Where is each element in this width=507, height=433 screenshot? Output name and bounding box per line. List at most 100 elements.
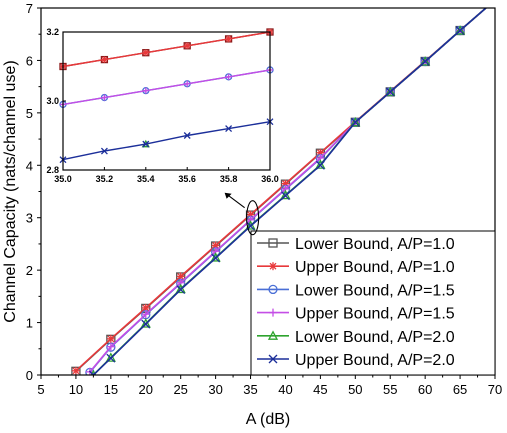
- inset-data-point: [100, 147, 108, 155]
- legend-swatch-marker: [269, 308, 277, 317]
- legend-box: [250, 230, 496, 376]
- x-tick-label: 65: [453, 382, 467, 397]
- legend-item: Upper Bound, A/P=2.0: [257, 352, 455, 369]
- legend-item: Upper Bound, A/P=1.0: [257, 259, 455, 276]
- inset-series-line: [62, 69, 271, 106]
- inset-series-line: [62, 31, 271, 68]
- legend-label: Lower Bound, A/P=1.5: [295, 282, 455, 299]
- inset-x-tick-label: 35.8: [220, 174, 238, 184]
- x-tick-label: 55: [383, 382, 397, 397]
- legend-item: Upper Bound, A/P=1.5: [257, 306, 455, 323]
- data-point: [315, 159, 326, 169]
- data-point: [176, 285, 186, 295]
- x-tick-label: 20: [139, 382, 153, 397]
- legend-label: Upper Bound, A/P=1.5: [295, 306, 455, 323]
- legend-label: Upper Bound, A/P=2.0: [295, 352, 455, 369]
- data-point: [141, 319, 151, 329]
- inset-data-point: [101, 94, 108, 101]
- series-upper-bound-a-p-2-0: [88, 8, 488, 375]
- y-tick-label: 2: [26, 263, 33, 278]
- x-tick-label: 25: [173, 382, 187, 397]
- legend-item: Lower Bound, A/P=1.0: [257, 236, 455, 253]
- inset-y-tick-label: 3.0: [46, 96, 59, 106]
- data-point: [420, 57, 430, 66]
- data-point: [385, 86, 396, 96]
- legend-swatch-marker: [267, 330, 279, 340]
- x-tick-label: 5: [37, 382, 44, 397]
- data-point: [211, 241, 220, 250]
- inset-data-point: [225, 125, 233, 133]
- inset-data-point: [225, 35, 232, 42]
- data-point: [106, 342, 115, 351]
- inset-x-tick-label: 35.6: [178, 174, 196, 184]
- inset-x-tick-label: 36.0: [261, 174, 279, 184]
- data-point: [141, 310, 150, 319]
- legend-swatch-marker: [268, 284, 278, 295]
- data-point: [106, 353, 116, 363]
- inset-data-point: [142, 87, 149, 94]
- inset-data-point: [101, 56, 108, 63]
- legend-item: Lower Bound, A/P=1.5: [257, 282, 455, 299]
- x-tick-label: 70: [488, 382, 502, 397]
- inset-data-point: [225, 73, 232, 80]
- data-point: [281, 191, 290, 201]
- y-tick-label: 0: [26, 368, 33, 383]
- legend-item: Lower Bound, A/P=2.0: [257, 329, 455, 346]
- inset-data-point: [184, 80, 191, 87]
- legend-label: Lower Bound, A/P=2.0: [295, 329, 455, 346]
- x-axis-title: A (dB): [246, 411, 290, 428]
- data-point: [350, 116, 361, 127]
- inset-y-tick-label: 2.8: [46, 165, 59, 175]
- inset-data-point: [142, 49, 149, 56]
- zoom-arrow-shaft: [228, 195, 245, 209]
- x-tick-label: 15: [104, 382, 118, 397]
- y-tick-label: 4: [26, 158, 33, 173]
- y-tick-label: 5: [26, 106, 33, 121]
- data-point: [385, 87, 395, 97]
- y-tick-label: 1: [26, 316, 33, 331]
- y-tick-label: 7: [26, 1, 33, 16]
- inset-y-tick-label: 3.2: [46, 27, 59, 37]
- zoom-callout: [224, 192, 260, 236]
- inset-background: [63, 32, 270, 170]
- legend-swatch-marker: [268, 238, 278, 248]
- legend-swatch-marker: [268, 354, 278, 364]
- data-point: [350, 117, 360, 127]
- x-tick-label: 35: [243, 382, 257, 397]
- y-tick-label: 3: [26, 211, 33, 226]
- data-point: [140, 318, 151, 328]
- inset-series-x: [59, 118, 274, 164]
- x-tick-label: 10: [69, 382, 83, 397]
- x-tick-label: 50: [348, 382, 362, 397]
- x-tick-label: 30: [208, 382, 222, 397]
- data-point: [105, 352, 116, 362]
- zoom-ellipse: [246, 200, 260, 236]
- data-point: [211, 253, 221, 263]
- x-tick-label: 60: [418, 382, 432, 397]
- inset-series-asterisk: [60, 29, 273, 70]
- data-point: [420, 56, 431, 66]
- legend-label: Upper Bound, A/P=1.0: [295, 259, 455, 276]
- inset-data-point: [142, 140, 150, 148]
- data-point: [106, 334, 115, 343]
- data-point: [315, 160, 325, 170]
- x-tick-label: 40: [278, 382, 292, 397]
- legend-swatch-marker: [269, 262, 277, 271]
- inset-plot: 35.0 35.2 35.4 35.6 35.8 36.0 2.8 3.0 3.2: [46, 27, 278, 184]
- inset-x-tick-label: 35.4: [137, 174, 155, 184]
- zoom-arrow-head: [224, 192, 232, 199]
- data-point: [454, 25, 466, 35]
- data-point: [71, 366, 80, 375]
- inset-data-point: [184, 42, 191, 49]
- legend-label: Lower Bound, A/P=1.0: [295, 236, 455, 253]
- inset-series-line: [62, 121, 271, 161]
- inset-x-tick-label: 35.2: [96, 174, 114, 184]
- inset-data-point: [183, 132, 191, 139]
- y-tick-label: 6: [26, 53, 33, 68]
- inset-x-tick-label: 35.0: [54, 174, 72, 184]
- x-tick-label: 45: [313, 382, 327, 397]
- legend: Lower Bound, A/P=1.0 Upper Bound, A/P=1.0…: [250, 230, 496, 376]
- data-point: [88, 370, 98, 375]
- y-axis-title: Channel Capacity (nats/channel use): [2, 60, 19, 322]
